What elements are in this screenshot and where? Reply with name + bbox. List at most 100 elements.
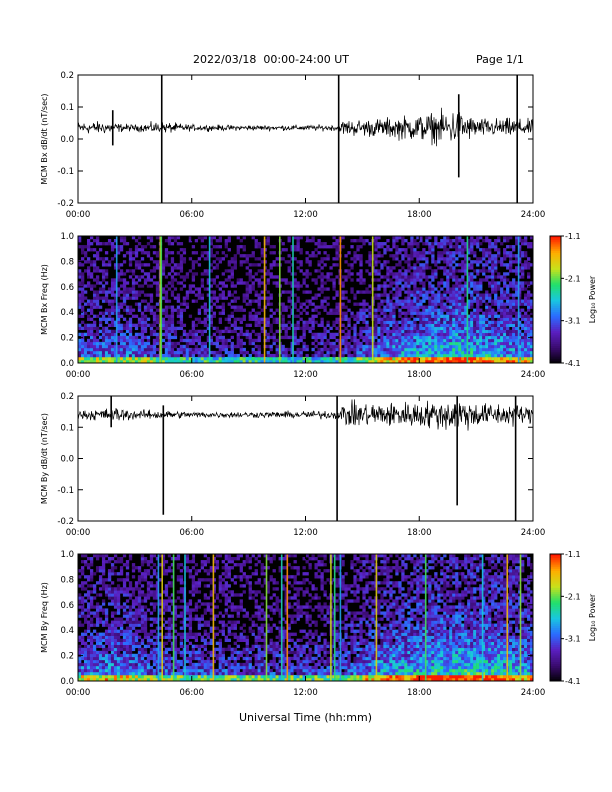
spectrogram-cell bbox=[146, 668, 151, 673]
spectrogram-cell bbox=[218, 317, 222, 321]
spectrogram-cell bbox=[512, 356, 516, 361]
spectrogram-cell bbox=[143, 329, 148, 334]
spectrogram-cell bbox=[416, 314, 420, 318]
spectrogram-cell bbox=[470, 263, 474, 267]
spectrogram-cell bbox=[416, 359, 420, 364]
spectrogram-cell bbox=[251, 350, 255, 355]
spectrogram-cell bbox=[242, 245, 246, 249]
spectrogram-cell bbox=[455, 293, 459, 297]
spectrogram-cell bbox=[440, 350, 444, 355]
spectrogram-cell bbox=[230, 299, 234, 303]
spectrogram-cell bbox=[368, 305, 372, 309]
spectrogram-cell bbox=[188, 239, 193, 243]
spectrogram-cell bbox=[518, 314, 522, 318]
y-tick-label: 0.2 bbox=[60, 392, 74, 402]
spectrogram-cell bbox=[476, 290, 480, 294]
spectrogram-cell bbox=[485, 302, 489, 306]
spectrogram-cell bbox=[269, 266, 273, 270]
spectrogram-cell bbox=[83, 563, 88, 567]
spectrogram-cell bbox=[341, 290, 345, 294]
spectrogram-cell bbox=[137, 611, 142, 615]
spectrogram-cell bbox=[407, 356, 411, 361]
spectrogram-cell bbox=[404, 290, 408, 294]
spectrogram-cell bbox=[419, 257, 423, 261]
spectrogram-cell bbox=[332, 323, 336, 328]
spectrogram-cell bbox=[425, 326, 429, 331]
spectrogram-cell bbox=[458, 236, 462, 240]
spectrogram-cell bbox=[257, 350, 261, 355]
spectrogram-cell bbox=[512, 326, 516, 331]
spectrogram-cell bbox=[104, 635, 109, 639]
spectrogram-cell bbox=[182, 353, 187, 358]
spectrogram-cell bbox=[323, 356, 327, 361]
spectrogram-cell bbox=[518, 356, 522, 361]
spectrogram-cell bbox=[506, 284, 510, 288]
spectrogram-cell bbox=[323, 344, 327, 349]
spectrogram-cell bbox=[476, 332, 480, 337]
spectrogram-cell bbox=[179, 266, 184, 270]
spectrogram-cell bbox=[302, 323, 306, 328]
spectrogram-cell bbox=[431, 350, 435, 355]
spectrogram-cell bbox=[461, 344, 465, 349]
spectrogram-cell bbox=[395, 341, 399, 346]
spectrogram-cell bbox=[110, 596, 115, 600]
spectrogram-cell bbox=[116, 599, 121, 603]
spectrogram-cell bbox=[233, 284, 237, 288]
spectrogram-cell bbox=[80, 356, 85, 361]
spectrogram-cell bbox=[443, 326, 447, 331]
spectrogram-cell bbox=[437, 284, 441, 288]
spectrogram-cell bbox=[299, 260, 303, 264]
spectrogram-cell bbox=[233, 308, 237, 312]
spectrogram-cell bbox=[134, 614, 139, 618]
spectrogram-cell bbox=[473, 329, 477, 334]
spectrogram-cell bbox=[95, 353, 100, 358]
spectrogram-cell bbox=[161, 263, 166, 267]
spectrogram-cell bbox=[374, 323, 378, 328]
spectrogram-cell bbox=[464, 305, 468, 309]
spectrogram-cell bbox=[119, 338, 124, 343]
spectrogram-cell bbox=[524, 266, 528, 270]
spectrogram-cell bbox=[503, 290, 507, 294]
spectrogram-cell bbox=[89, 557, 94, 561]
spectrogram-cell bbox=[521, 266, 525, 270]
spectrogram-cell bbox=[95, 332, 100, 337]
spectrogram-cell bbox=[131, 284, 136, 288]
spectrogram-cell bbox=[428, 308, 432, 312]
x-tick-label: 00:00 bbox=[66, 528, 91, 538]
spectrogram-cell bbox=[440, 335, 444, 340]
spectrogram-cell bbox=[431, 269, 435, 273]
spectrogram-cell bbox=[446, 353, 450, 358]
spectrogram-cell bbox=[116, 587, 121, 591]
spectrogram-cell bbox=[248, 356, 252, 361]
spectrogram-cell bbox=[527, 332, 531, 337]
spectrogram-cell bbox=[140, 341, 145, 346]
spectrogram-cell bbox=[380, 302, 384, 306]
spectrogram-cell bbox=[248, 359, 252, 364]
spectrogram-cell bbox=[104, 281, 109, 285]
spectrogram-cell bbox=[125, 590, 130, 594]
spectrogram-cell bbox=[413, 239, 417, 243]
spectrogram-cell bbox=[446, 314, 450, 318]
spectrogram-cell bbox=[353, 344, 357, 349]
spectrogram-cell bbox=[473, 311, 477, 315]
spectrogram-cell bbox=[449, 242, 453, 246]
spectrogram-cell bbox=[233, 353, 237, 358]
spectrogram-cell bbox=[476, 329, 480, 334]
spectrogram-cell bbox=[464, 269, 468, 273]
spectrogram-cell bbox=[482, 263, 486, 267]
spectrogram-cell bbox=[98, 578, 103, 582]
spectrogram-cell bbox=[119, 269, 124, 273]
spectrogram-cell bbox=[107, 317, 112, 321]
spectrogram-cell bbox=[299, 248, 303, 252]
spectrogram-cell bbox=[254, 314, 258, 318]
spectrogram-cell bbox=[305, 269, 309, 273]
spectrogram-cell bbox=[398, 359, 402, 364]
spectrogram-cell bbox=[197, 308, 202, 312]
spectrogram-cell bbox=[320, 299, 324, 303]
spectrogram-cell bbox=[122, 335, 127, 340]
spectrogram-cell bbox=[287, 320, 291, 324]
spectrogram-cell bbox=[203, 272, 208, 276]
spectrogram-cell bbox=[83, 347, 88, 352]
spectrogram-cell bbox=[269, 356, 273, 361]
spectrogram-cell bbox=[446, 308, 450, 312]
